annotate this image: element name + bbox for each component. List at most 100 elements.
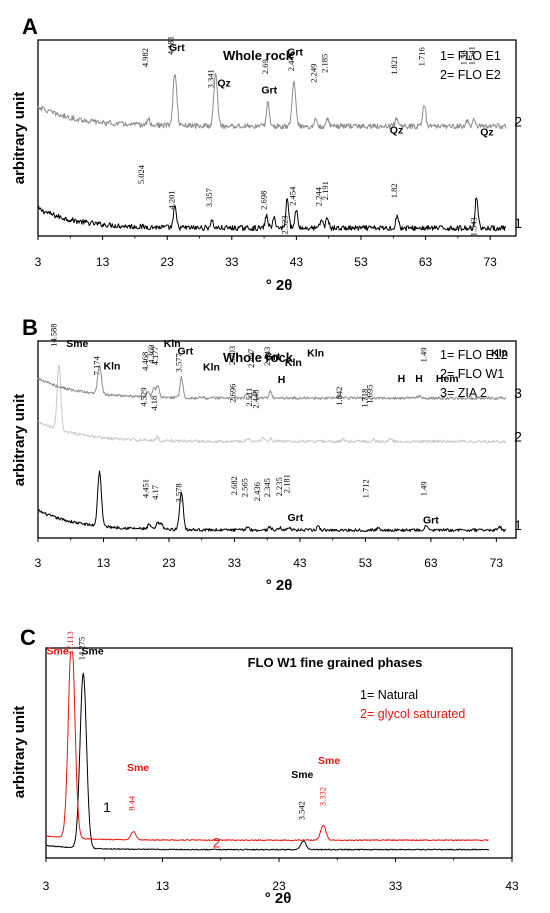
- d-spacing-label: 2.249: [308, 64, 318, 83]
- series-line-1: [38, 470, 507, 532]
- series-line-2: [45, 651, 489, 842]
- panel-letter: B: [22, 315, 38, 340]
- d-spacing-label: 2.181: [281, 474, 291, 493]
- mineral-label: Kln: [203, 361, 220, 373]
- d-spacing-label: 4.181: [166, 36, 176, 55]
- series-line-2: [37, 73, 507, 130]
- panel-A: A 1 2 Grt Qz Grt Grt Qz Qz 4.181 3.341 4.982 2.69 2.4…: [11, 14, 522, 294]
- legend-entry: 1= FLO E12: [440, 348, 508, 362]
- mineral-label: Grt: [169, 42, 185, 54]
- d-spacing-label: 1.541: [467, 46, 477, 65]
- x-axis-title: ° 2θ: [266, 577, 293, 594]
- d-spacing-label: 2.191: [320, 181, 330, 200]
- d-spacing-label: 1.49: [418, 481, 428, 496]
- plot-title: FLO W1 fine grained phases: [248, 655, 423, 670]
- d-spacing-label: 2.454: [288, 186, 298, 206]
- x-tick-label: 23: [161, 255, 175, 269]
- d-spacing-label: 2.698: [259, 191, 269, 210]
- x-tick-label: 53: [359, 556, 373, 570]
- x-tick-label: 33: [389, 879, 403, 893]
- x-tick-label: 3: [35, 556, 42, 570]
- x-axis-title: ° 2θ: [266, 277, 293, 294]
- d-spacing-label: 14.275: [76, 637, 86, 660]
- mineral-label: Qz: [480, 127, 493, 139]
- d-spacing-label: 2.696: [228, 384, 238, 403]
- series-label-1: 1: [103, 799, 111, 815]
- x-tick-label: 63: [424, 556, 438, 570]
- d-spacing-label: 4.17: [150, 485, 160, 500]
- x-tick-label: 73: [483, 255, 497, 269]
- d-spacing-label: 1.718: [359, 389, 369, 408]
- d-spacing-label: 1.821: [389, 56, 399, 75]
- series-line-3: [37, 365, 507, 400]
- mineral-label: Sme: [82, 645, 104, 657]
- plot-frame: [37, 340, 517, 539]
- d-spacing-label: 1.842: [334, 387, 344, 406]
- d-spacing-label: 1.82: [389, 183, 399, 198]
- legend-entry: 3= ZIA 2: [440, 386, 487, 400]
- d-spacing-label: 1.695: [365, 385, 375, 404]
- mineral-label: Grt: [261, 85, 277, 97]
- mineral-label: Hem: [436, 373, 459, 385]
- x-tick-label: 63: [419, 255, 433, 269]
- d-spacing-label: 2.682: [229, 476, 239, 495]
- mineral-label: Sme: [291, 769, 313, 781]
- series-label-2: 2: [213, 835, 221, 851]
- x-tick-label: 43: [290, 255, 304, 269]
- d-spacing-label: 2.235: [274, 477, 284, 496]
- d-spacing-label: 1.543: [469, 217, 479, 236]
- d-spacing-label: 3.578: [173, 483, 183, 502]
- x-tick-label: 43: [505, 879, 519, 893]
- mineral-label: Sme: [318, 755, 340, 767]
- d-spacing-label: 4.177: [150, 346, 160, 365]
- d-spacing-label: 3.341: [206, 69, 216, 88]
- d-spacing-label: 2.703: [227, 346, 237, 365]
- y-axis-title: arbitrary unit: [11, 394, 28, 487]
- d-spacing-label: 3.577: [173, 353, 183, 372]
- d-spacing-label: 8.44: [127, 795, 137, 811]
- mineral-label: Sme: [127, 762, 149, 774]
- x-tick-label: 3: [35, 255, 42, 269]
- mineral-label: Grt: [265, 351, 281, 363]
- d-spacing-label: 4.18: [149, 396, 159, 411]
- x-tick-label: 33: [225, 255, 239, 269]
- d-spacing-label: 2.565: [240, 478, 250, 497]
- mineral-label: H: [415, 373, 423, 385]
- d-spacing-label: 7.174: [92, 356, 102, 376]
- mineral-label: Qz: [390, 125, 403, 137]
- mineral-label: Grt: [177, 346, 193, 358]
- panel-letter: C: [20, 625, 36, 650]
- series-line-2: [37, 364, 507, 444]
- series-label-1: 1: [514, 517, 522, 533]
- series-label-2: 2: [514, 113, 522, 129]
- series-label-3: 3: [514, 385, 522, 401]
- x-axis-title: ° 2θ: [265, 890, 292, 907]
- d-spacing-label: 17.113: [65, 631, 75, 654]
- d-spacing-label: 1.56: [458, 50, 468, 65]
- d-spacing-label: 4.201: [166, 190, 176, 209]
- d-spacing-label: 4.529: [139, 387, 149, 406]
- d-spacing-label: 2.345: [262, 478, 272, 497]
- d-spacing-label: 2.448: [251, 389, 261, 408]
- d-spacing-label: 2.511: [244, 388, 254, 407]
- mineral-label: Grt: [287, 512, 303, 524]
- d-spacing-label: 2.244: [314, 186, 324, 206]
- plot-title: Whole rock: [223, 48, 294, 63]
- x-tick-label: 33: [228, 556, 242, 570]
- series-label-2: 2: [514, 429, 522, 445]
- d-spacing-label: 2.497: [246, 349, 256, 368]
- d-spacing-label: 2.436: [252, 482, 262, 501]
- legend-entry: 1= Natural: [360, 688, 418, 702]
- mineral-label: Qz: [217, 77, 230, 89]
- mineral-label: Sme: [47, 645, 69, 657]
- d-spacing-label: 4.982: [140, 48, 150, 67]
- legend-entry: 2= FLO E2: [440, 68, 501, 82]
- series-line-1: [45, 672, 490, 851]
- d-spacing-label: 1.49: [418, 348, 428, 363]
- mineral-label: Kln: [164, 338, 181, 350]
- d-spacing-label: 2.523: [279, 215, 289, 234]
- series-line-1: [37, 197, 507, 232]
- x-tick-label: 13: [156, 879, 170, 893]
